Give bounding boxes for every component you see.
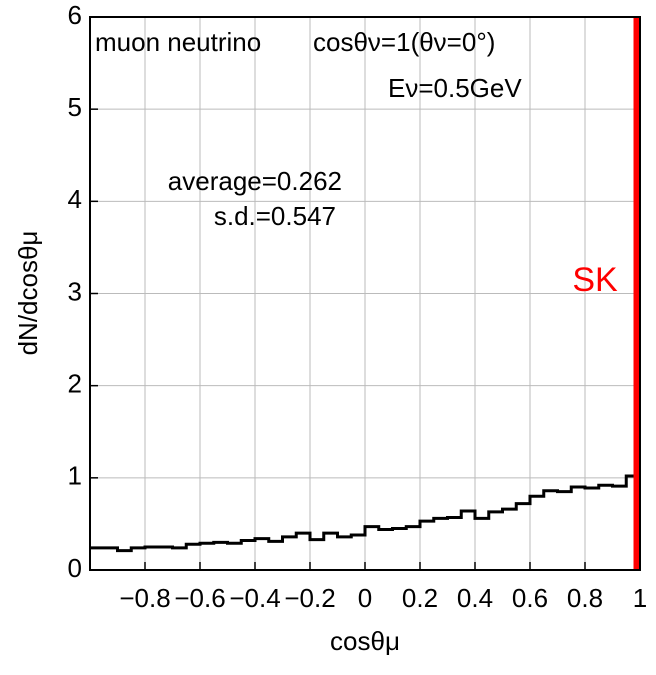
annotation: muon neutrino [95,27,261,57]
x-tick-label: −0.2 [284,583,335,613]
y-axis-label: dN/dcosθμ [13,231,43,356]
y-tick-label: 2 [68,369,82,399]
x-axis-label: cosθμ [330,626,400,656]
y-tick-label: 3 [68,276,82,306]
annotation: Eν=0.5GeV [388,73,522,103]
x-tick-label: 0.4 [457,583,493,613]
annotation: cosθν=1(θν=0°) [313,27,495,57]
x-tick-label: 1 [633,583,647,613]
x-tick-label: 0 [358,583,372,613]
x-tick-label: 0.8 [567,583,603,613]
x-tick-label: 0.2 [402,583,438,613]
annotation: average=0.262 [168,166,342,196]
y-tick-label: 6 [68,0,82,30]
y-tick-label: 1 [68,461,82,491]
x-tick-label: 0.6 [512,583,548,613]
y-tick-label: 5 [68,92,82,122]
marker-label: SK [572,261,618,299]
x-tick-label: −0.4 [229,583,280,613]
y-tick-label: 4 [68,184,82,214]
annotation: s.d.=0.547 [214,201,336,231]
y-tick-label: 0 [68,553,82,583]
plot-frame [89,16,641,571]
histogram-line [90,474,640,553]
x-tick-label: −0.8 [119,583,170,613]
x-tick-label: −0.6 [174,583,225,613]
